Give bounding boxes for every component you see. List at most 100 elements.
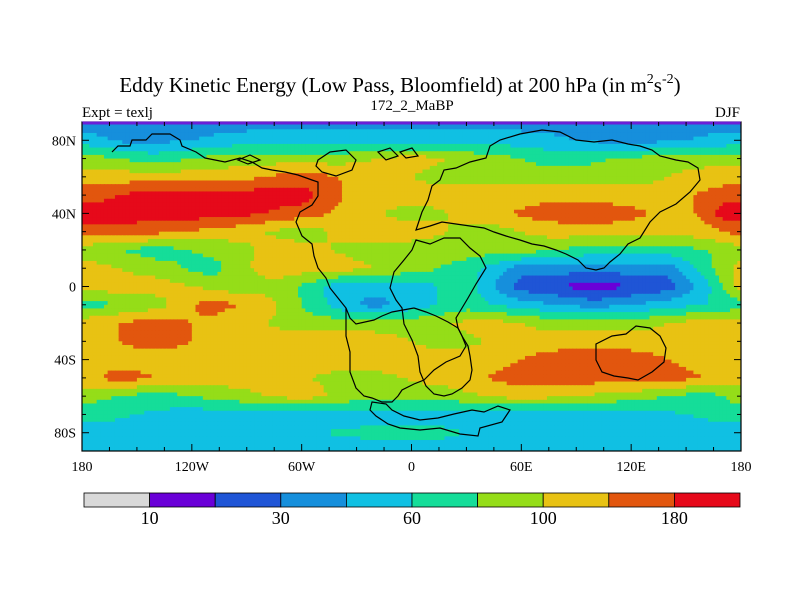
field-cell [455,162,460,167]
field-cell [184,202,189,207]
field-cell [455,136,460,141]
field-cell [407,173,413,178]
field-cell [535,198,541,204]
field-cell [199,147,204,152]
field-cell [107,195,112,200]
field-cell [261,209,266,214]
field-cell [623,158,629,163]
field-cell [202,136,208,141]
field-cell [697,176,702,182]
field-cell [246,125,252,130]
field-cell [345,191,350,196]
field-cell [118,202,123,207]
field-cell [323,195,328,200]
field-cell [180,151,186,156]
field-cell [180,198,186,204]
field-cell [389,198,394,204]
field-cell [737,180,741,185]
field-cell [517,136,522,141]
field-cell [349,176,354,182]
field-cell [385,165,391,171]
field-cell [579,191,585,196]
field-cell [451,180,457,185]
field-cell [415,220,420,225]
field-cell [543,213,548,218]
field-cell [356,129,361,134]
field-cell [96,187,101,193]
field-cell [579,213,585,218]
field-cell [254,151,259,156]
field-cell [107,180,112,185]
field-cell [327,143,332,149]
field-cell [572,202,577,207]
field-cell [638,202,643,207]
field-cell [686,180,691,185]
field-cell [726,165,731,171]
field-cell [521,198,526,204]
field-cell [243,136,248,141]
field-cell [224,209,230,214]
field-cell [191,129,197,134]
field-cell [345,165,350,171]
field-cell [393,213,398,218]
field-cell [572,173,577,178]
field-cell [715,191,720,196]
field-cell [199,180,204,185]
field-cell [492,147,497,152]
field-cell [711,209,716,214]
field-cell [356,206,361,211]
field-cell [250,217,255,222]
field-cell [697,125,702,130]
field-cell [191,209,197,214]
field-cell [462,132,468,138]
field-cell [341,162,347,167]
field-cell [565,125,570,130]
field-cell [686,165,691,171]
field-cell [587,151,592,156]
field-cell [125,165,131,171]
field-cell [590,191,596,196]
field-cell [426,198,431,204]
field-cell [506,136,511,141]
field-cell [166,147,171,152]
field-cell [470,187,475,193]
field-cell [671,209,676,214]
field-cell [301,162,306,167]
field-cell [246,173,252,178]
field-cell [180,206,186,211]
field-cell [114,209,120,214]
field-cell [572,169,577,174]
field-cell [298,184,303,189]
field-cell [118,198,123,204]
field-cell [107,213,112,218]
field-cell [316,220,321,225]
field-cell [711,173,716,178]
field-cell [543,180,548,185]
field-cell [96,165,101,171]
field-cell [363,206,369,211]
field-cell [429,165,435,171]
field-cell [484,217,489,222]
field-cell [235,220,241,225]
field-cell [708,147,713,152]
field-cell [243,173,248,178]
field-cell [433,147,438,152]
field-cell [107,198,112,204]
field-cell [539,209,544,214]
field-cell [206,129,211,134]
field-cell [177,140,182,145]
field-cell [254,173,259,178]
field-cell [334,206,339,211]
field-cell [276,154,281,160]
field-cell [623,140,629,145]
field-cell [689,151,694,156]
field-cell [609,125,614,130]
field-cell [265,184,270,189]
field-cell [360,220,365,225]
field-cell [169,202,175,207]
field-cell [616,198,621,204]
field-cell [184,140,189,145]
field-cell [612,173,618,178]
field-cell [521,132,526,138]
field-cell [634,136,640,141]
